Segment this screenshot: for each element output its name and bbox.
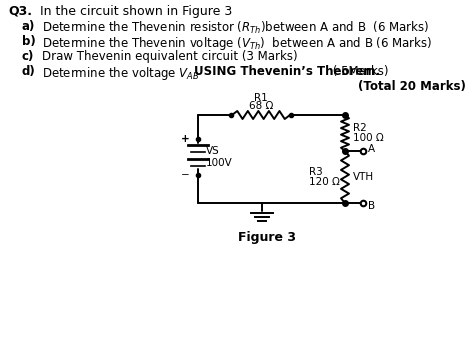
- Text: Determine the voltage $V_{AB}$: Determine the voltage $V_{AB}$: [42, 65, 201, 82]
- Text: ( 5Marks): ( 5Marks): [329, 65, 389, 78]
- Text: A: A: [368, 144, 375, 154]
- Text: R3: R3: [309, 167, 323, 177]
- Text: VTH: VTH: [353, 172, 374, 182]
- Text: Q3.: Q3.: [8, 5, 32, 18]
- Text: d): d): [22, 65, 36, 78]
- Text: a): a): [22, 20, 36, 33]
- Text: b): b): [22, 35, 36, 48]
- Text: In the circuit shown in Figure 3: In the circuit shown in Figure 3: [40, 5, 232, 18]
- Text: R1: R1: [254, 93, 268, 103]
- Text: 100 Ω: 100 Ω: [353, 133, 384, 143]
- Text: Figure 3: Figure 3: [238, 231, 296, 244]
- Text: Determine the Thevenin voltage ($V_{Th}$)  between A and B (6 Marks): Determine the Thevenin voltage ($V_{Th}$…: [42, 35, 432, 52]
- Text: +: +: [181, 134, 190, 144]
- Text: R2: R2: [353, 123, 367, 133]
- Text: VS: VS: [206, 146, 220, 156]
- Text: Draw Thevenin equivalent circuit (3 Marks): Draw Thevenin equivalent circuit (3 Mark…: [42, 50, 298, 63]
- Text: USING Thevenin’s Theorem.: USING Thevenin’s Theorem.: [194, 65, 380, 78]
- Text: B: B: [368, 201, 375, 211]
- Text: 68 Ω: 68 Ω: [249, 101, 273, 111]
- Text: 120 Ω: 120 Ω: [309, 177, 340, 187]
- Text: Determine the Thevenin resistor ($R_{Th}$)between A and B  (6 Marks): Determine the Thevenin resistor ($R_{Th}…: [42, 20, 429, 36]
- Text: 100V: 100V: [206, 158, 233, 168]
- Text: c): c): [22, 50, 35, 63]
- Text: −: −: [181, 170, 190, 180]
- Text: (Total 20 Marks): (Total 20 Marks): [358, 80, 466, 93]
